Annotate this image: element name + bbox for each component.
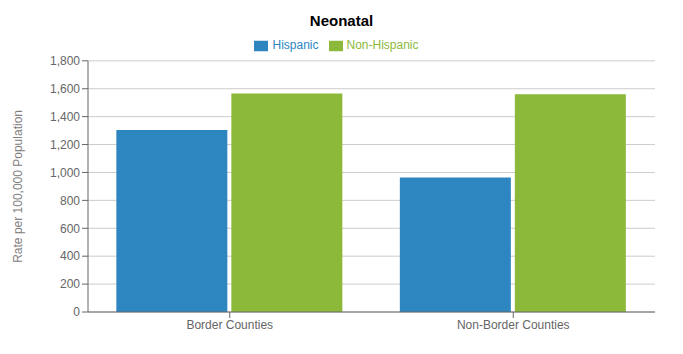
- svg-text:0: 0: [73, 305, 80, 319]
- svg-text:1,600: 1,600: [50, 82, 80, 96]
- svg-text:Non-Border Counties: Non-Border Counties: [457, 318, 570, 332]
- html-text:Neonatal: Neonatal: [309, 12, 374, 29]
- html-text:Hispanic: Hispanic: [272, 38, 319, 52]
- svg-text:800: 800: [60, 194, 80, 208]
- html-text:Non-Hispanic: Non-Hispanic: [346, 38, 419, 52]
- svg-text:1,200: 1,200: [50, 138, 80, 152]
- svg-text:1,800: 1,800: [50, 54, 80, 68]
- svg-text:1,000: 1,000: [50, 166, 80, 180]
- svg-text:200: 200: [60, 277, 80, 291]
- svg-text:Rate per 100,000 Population: Rate per 100,000 Population: [11, 110, 25, 263]
- svg-text:1,400: 1,400: [50, 110, 80, 124]
- svg-text:Border Counties: Border Counties: [186, 318, 273, 332]
- svg-text:400: 400: [60, 249, 80, 263]
- svg-text:600: 600: [60, 222, 80, 236]
